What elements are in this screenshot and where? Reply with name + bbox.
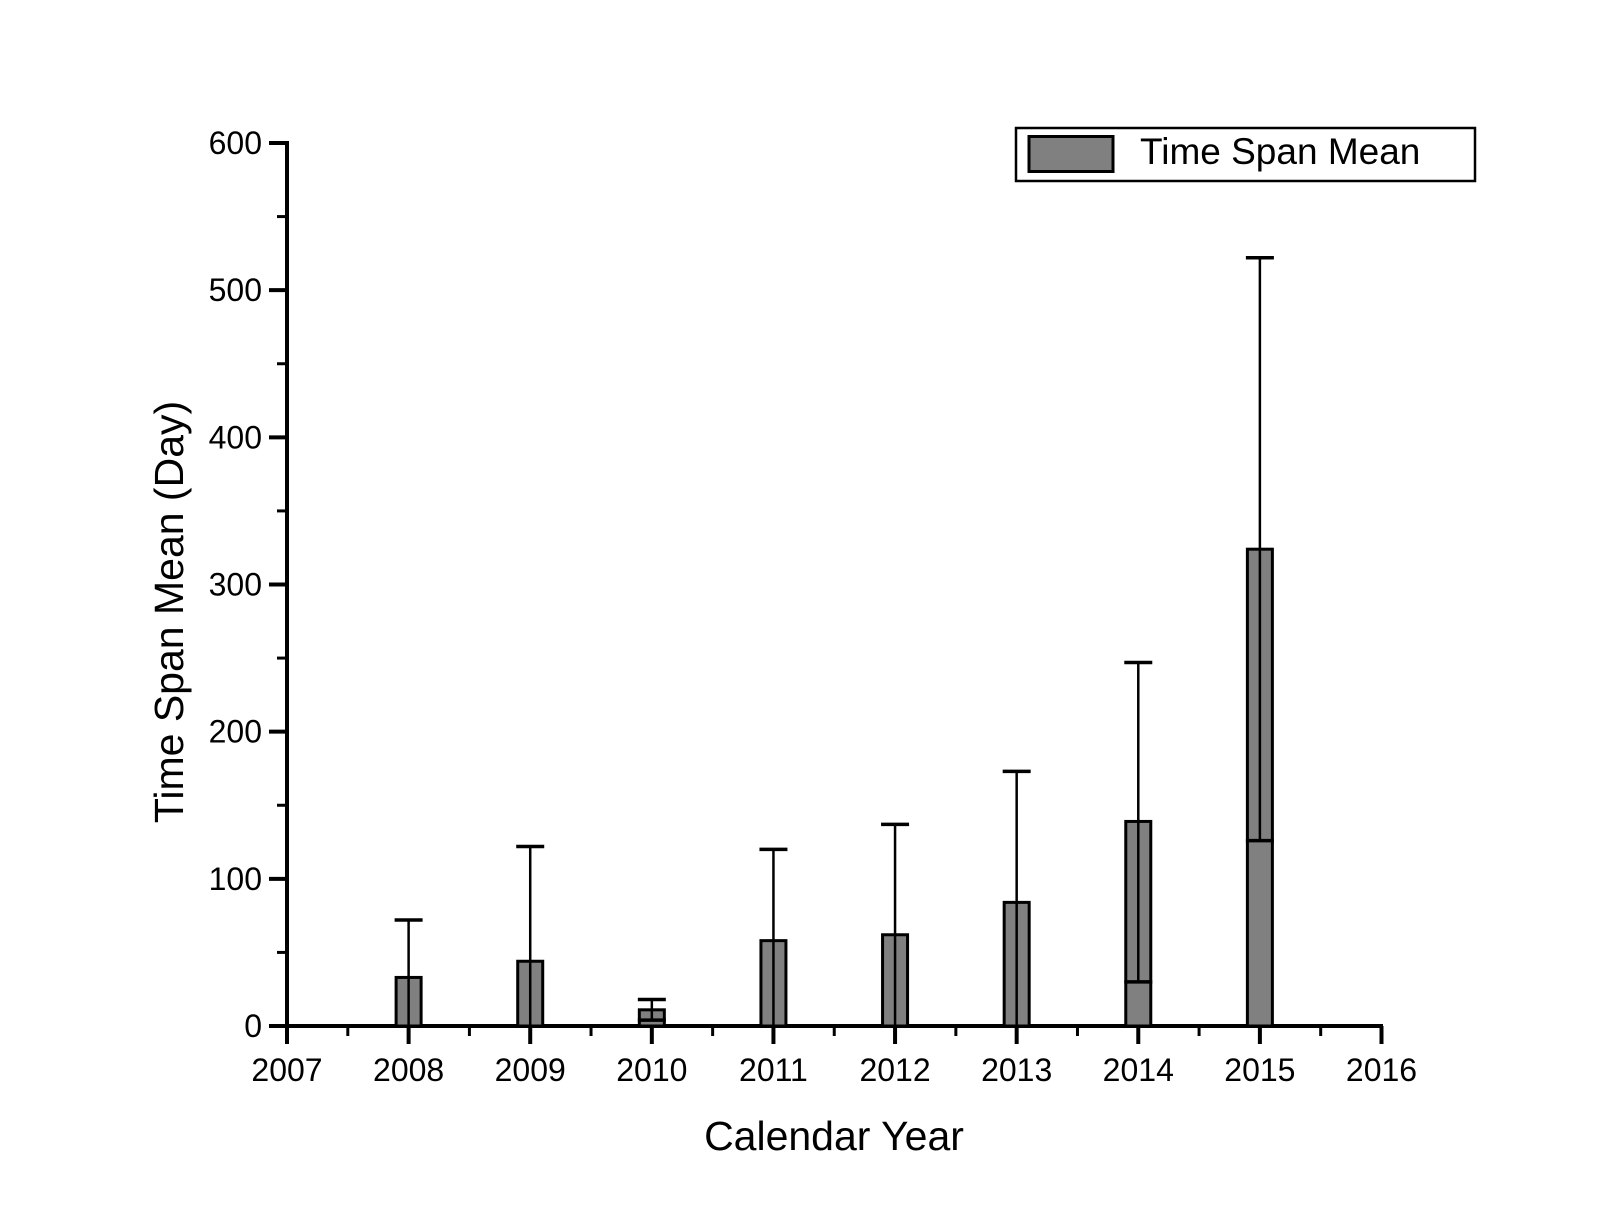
- x-tick-label: 2007: [251, 1052, 322, 1088]
- legend-label: Time Span Mean: [1140, 131, 1420, 172]
- error-bars: [394, 256, 1274, 1026]
- x-tick-label: 2016: [1346, 1052, 1417, 1088]
- bar-series: [394, 547, 1274, 1028]
- x-tick-label: 2011: [739, 1052, 808, 1088]
- x-tick-label: 2014: [1103, 1052, 1174, 1088]
- y-tick-label: 500: [209, 272, 262, 308]
- y-tick-label: 100: [209, 861, 262, 897]
- x-tick-label: 2013: [981, 1052, 1052, 1088]
- y-tick-label: 200: [209, 714, 262, 750]
- axis-ticks: [269, 141, 1384, 1044]
- y-tick-label: 0: [244, 1008, 262, 1044]
- legend: Time Span Mean: [1014, 126, 1477, 183]
- x-tick-label: 2010: [616, 1052, 687, 1088]
- y-tick-label: 300: [209, 567, 262, 603]
- legend-swatch: [1027, 135, 1115, 173]
- x-tick-label: 2015: [1224, 1052, 1295, 1088]
- x-tick-label: 2012: [859, 1052, 930, 1088]
- y-tick-label: 600: [209, 125, 262, 161]
- y-axis-title: Time Span Mean (Day): [146, 401, 192, 823]
- y-tick-label: 400: [209, 419, 262, 455]
- tick-labels: 0 100 200 300 400 500 600 2007 2008 2009 2010 2011 2…: [209, 125, 1417, 1088]
- x-tick-label: 2009: [495, 1052, 566, 1088]
- x-tick-label: 2008: [373, 1052, 444, 1088]
- x-axis-title: Calendar Year: [704, 1113, 964, 1159]
